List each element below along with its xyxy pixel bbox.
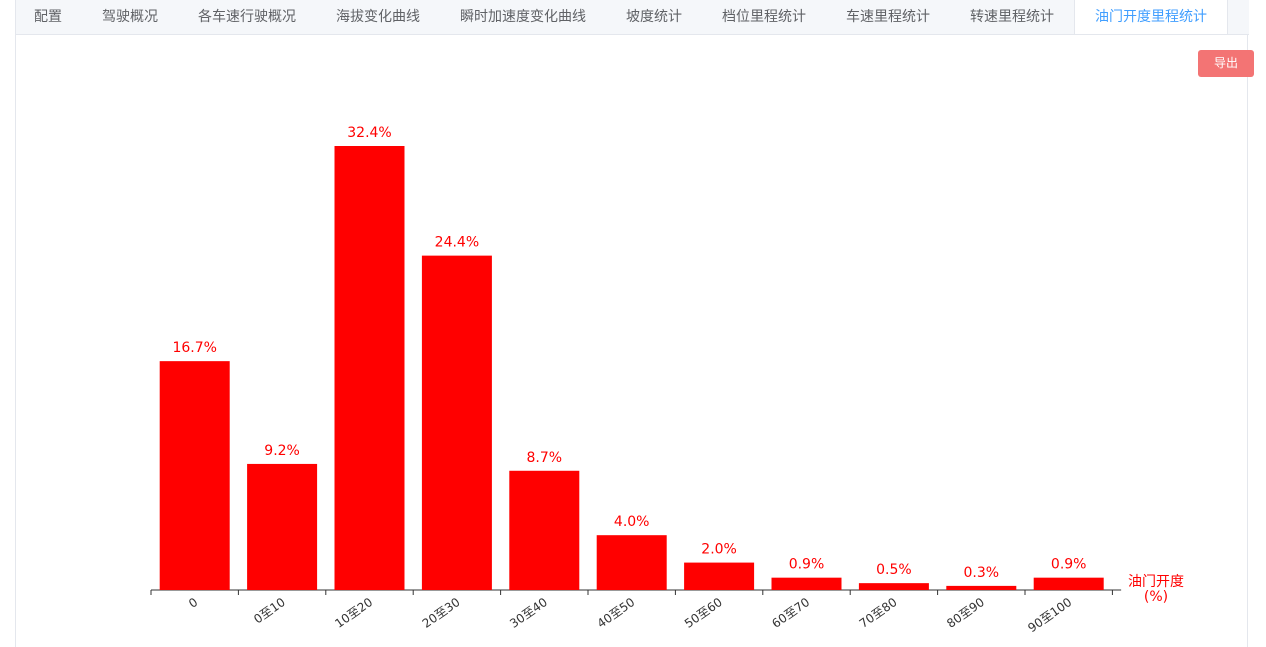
x-tick-label: 10至20 xyxy=(332,595,375,631)
tab[interactable]: 配置 xyxy=(34,9,62,25)
bar xyxy=(421,255,492,590)
tab[interactable]: 各车速行驶概况 xyxy=(198,9,296,25)
x-tick-label: 70至80 xyxy=(857,595,900,631)
tab[interactable]: 驾驶概况 xyxy=(102,9,158,25)
bar xyxy=(771,577,842,590)
value-label: 0.9% xyxy=(1051,557,1087,573)
tab-bar: 配置 驾驶概况 各车速行驶概况 海拔变化曲线 瞬时加速度变化曲线 坡度统计 档位里程统计 车速… xyxy=(16,0,1249,35)
bar xyxy=(334,146,405,590)
bar xyxy=(596,535,667,590)
x-tick-label: 50至60 xyxy=(682,595,725,631)
tab[interactable]: 坡度统计 xyxy=(626,9,682,25)
tab[interactable]: 海拔变化曲线 xyxy=(336,9,420,25)
bar xyxy=(509,470,580,590)
x-tick-label: 60至70 xyxy=(769,595,812,631)
bar xyxy=(159,361,230,590)
value-label: 32.4% xyxy=(347,125,391,141)
value-label: 0.9% xyxy=(789,557,825,573)
value-label: 9.2% xyxy=(264,443,300,459)
bar xyxy=(684,562,755,590)
export-button[interactable]: 导出 xyxy=(1198,50,1254,77)
value-label: 16.7% xyxy=(172,340,216,356)
x-tick-label: 30至40 xyxy=(507,595,550,631)
panel: 配置 驾驶概况 各车速行驶概况 海拔变化曲线 瞬时加速度变化曲线 坡度统计 档位里程统计 车速… xyxy=(15,0,1254,647)
x-axis-label: 油门开度 xyxy=(1128,574,1184,590)
value-label: 24.4% xyxy=(435,235,479,251)
tab[interactable]: 档位里程统计 xyxy=(722,9,806,25)
value-label: 8.7% xyxy=(527,450,563,466)
value-label: 2.0% xyxy=(701,542,737,558)
x-tick-label: 0 xyxy=(186,595,200,611)
value-label: 4.0% xyxy=(614,514,650,530)
x-axis-label: (%) xyxy=(1144,589,1168,605)
tab[interactable]: 转速里程统计 xyxy=(970,9,1054,25)
tab[interactable]: 车速里程统计 xyxy=(846,9,930,25)
x-tick-label: 0至10 xyxy=(251,595,288,626)
tab[interactable]: 瞬时加速度变化曲线 xyxy=(460,9,586,25)
bar xyxy=(1033,577,1104,590)
value-label: 0.5% xyxy=(876,562,912,578)
x-tick-label: 40至50 xyxy=(595,595,638,631)
x-tick-label: 80至90 xyxy=(944,595,987,631)
x-tick-label: 20至30 xyxy=(420,595,463,631)
value-label: 0.3% xyxy=(964,565,1000,581)
tab[interactable]: 油门开度里程统计 xyxy=(1074,0,1228,34)
bar xyxy=(858,583,929,590)
x-tick-label: 90至100 xyxy=(1025,595,1074,635)
bar xyxy=(247,463,318,590)
bar xyxy=(946,585,1017,590)
